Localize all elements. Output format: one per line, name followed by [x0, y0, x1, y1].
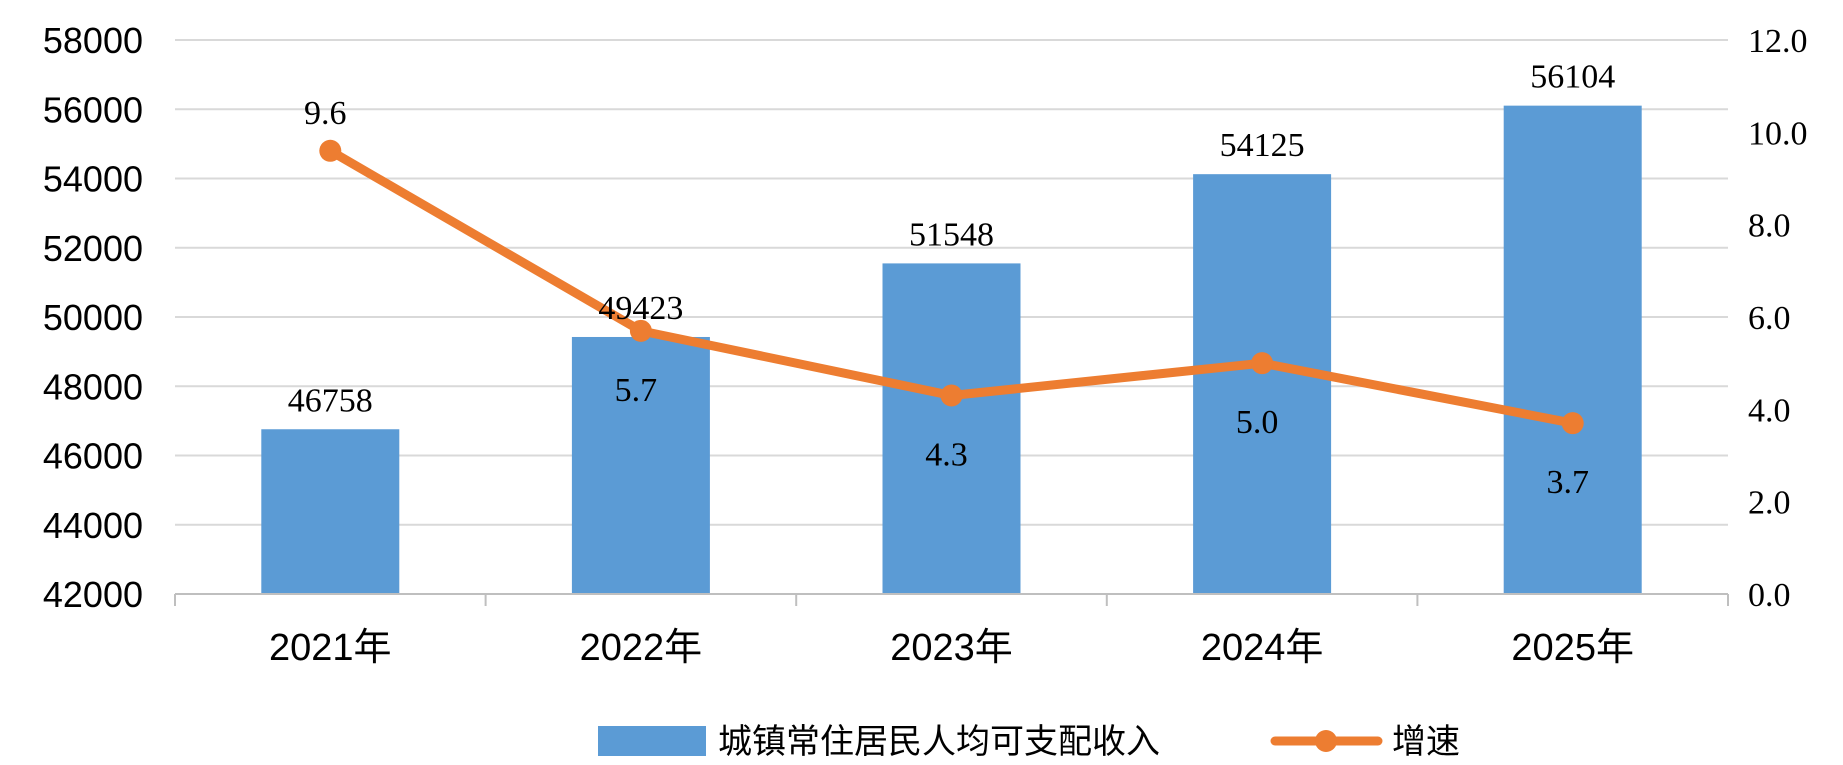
bar-value-label: 51548 — [909, 216, 994, 253]
line-value-label: 3.7 — [1546, 464, 1589, 501]
bar-value-label: 46758 — [288, 382, 373, 419]
growth-point — [1251, 352, 1274, 375]
y-right-tick-label: 6.0 — [1748, 300, 1791, 337]
y-left-tick-label: 58000 — [43, 20, 143, 61]
line-value-label: 5.7 — [615, 372, 658, 409]
y-left-tick-label: 42000 — [43, 574, 143, 615]
y-left-tick-label: 48000 — [43, 366, 143, 407]
y-right-tick-label: 4.0 — [1748, 392, 1791, 429]
axes: 58000 56000 54000 52000 50000 48000 46000 44000… — [43, 20, 1808, 669]
legend: 城镇常住居民人均可支配收入 增速 — [598, 723, 1460, 761]
legend-bar-swatch — [598, 726, 706, 756]
bar-2022 — [571, 336, 710, 594]
y-right-tick-label: 2.0 — [1748, 485, 1791, 522]
bar-2024 — [1193, 174, 1332, 594]
growth-point — [1561, 412, 1584, 435]
data-labels: 46758 49423 51548 54125 56104 9.6 5.7 4.3 5.0 3.7 — [288, 59, 1615, 502]
y-left-tick-label: 56000 — [43, 89, 143, 130]
y-left-tick-label: 52000 — [43, 228, 143, 269]
y-right-tick-label: 10.0 — [1748, 115, 1808, 152]
y-right-tick-label: 12.0 — [1748, 23, 1808, 60]
y-right-tick-label: 0.0 — [1748, 577, 1791, 614]
bar-value-label: 54125 — [1220, 127, 1305, 164]
bar-value-label: 56104 — [1530, 59, 1615, 96]
legend-line-marker — [1315, 730, 1337, 752]
y-left-tick-label: 54000 — [43, 159, 143, 200]
line-value-label: 5.0 — [1236, 404, 1279, 441]
growth-point — [629, 319, 652, 342]
y-left-tick-label: 44000 — [43, 505, 143, 546]
bar-value-label: 49423 — [598, 290, 683, 327]
line-series — [319, 139, 1584, 435]
y-right-tick-label: 8.0 — [1748, 208, 1791, 245]
x-category-label: 2025年 — [1511, 627, 1634, 669]
growth-point — [319, 139, 342, 162]
x-category-label: 2021年 — [269, 627, 392, 669]
x-category-label: 2024年 — [1201, 627, 1324, 669]
x-category-label: 2023年 — [890, 627, 1013, 669]
bar-2025 — [1503, 105, 1642, 595]
bar-series — [261, 105, 1642, 595]
bar-2021 — [261, 429, 400, 594]
x-category-label: 2022年 — [580, 627, 703, 669]
line-value-label: 9.6 — [304, 95, 347, 132]
y-left-tick-label: 50000 — [43, 297, 143, 338]
line-value-label: 4.3 — [925, 436, 968, 473]
y-left-tick-label: 46000 — [43, 436, 143, 477]
bar-2023 — [882, 263, 1021, 594]
growth-point — [940, 384, 963, 407]
legend-line-label: 增速 — [1392, 723, 1460, 761]
legend-bar-label: 城镇常住居民人均可支配收入 — [718, 723, 1160, 761]
